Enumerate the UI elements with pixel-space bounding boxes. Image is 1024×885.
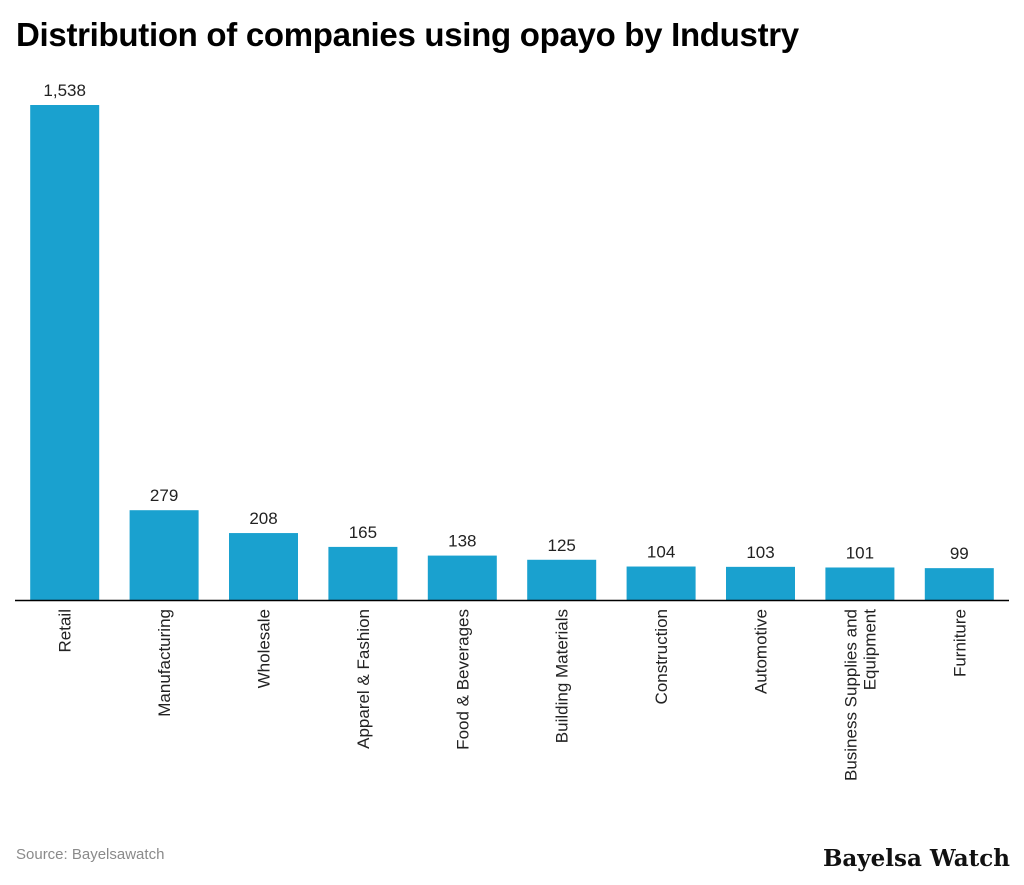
category-label-manufacturing: Manufacturing (155, 609, 174, 717)
value-label-automotive: 103 (746, 543, 774, 562)
bar-business-supplies-and-equipment (825, 567, 895, 600)
category-label-business-supplies-and-equipment-line-2: Equipment (860, 609, 879, 691)
category-label-retail: Retail (56, 609, 75, 652)
category-label-apparel-and-fashion: Apparel & Fashion (354, 609, 373, 749)
bar-apparel-and-fashion (328, 546, 398, 600)
value-label-construction: 104 (647, 543, 675, 562)
category-label-building-materials: Building Materials (553, 609, 572, 743)
category-label-automotive: Automotive (752, 609, 771, 694)
value-label-building-materials: 125 (548, 536, 576, 555)
category-label-construction: Construction (652, 609, 671, 704)
category-label-wholesale: Wholesale (255, 609, 274, 688)
brand-logo: Bayelsa Watch (822, 845, 1010, 872)
bar-automotive (726, 566, 795, 600)
bar-food-and-beverages (427, 555, 497, 600)
category-label-business-supplies-and-equipment-line-1: Business Supplies and (841, 609, 860, 781)
value-labels-group: 1,538 279 208 165 138 125 104 103 101 99 (43, 81, 968, 563)
value-label-manufacturing: 279 (150, 486, 178, 505)
bar-manufacturing (129, 510, 199, 600)
bar-furniture (924, 568, 994, 600)
source-note: Source: Bayelsawatch (16, 846, 165, 863)
value-label-wholesale: 208 (249, 509, 277, 528)
chart-title: Distribution of companies using opayo by… (16, 16, 799, 53)
bar-building-materials (527, 559, 597, 600)
bars-group (30, 105, 994, 600)
category-label-food-and-beverages: Food & Beverages (453, 609, 472, 750)
value-label-apparel-and-fashion: 165 (349, 523, 377, 542)
value-label-food-and-beverages: 138 (448, 532, 476, 551)
bar-construction (626, 566, 696, 600)
category-labels-group: Retail Manufacturing Wholesale Apparel & Fa… (56, 609, 970, 781)
value-label-retail: 1,538 (43, 81, 86, 100)
bar-retail (30, 105, 100, 600)
category-label-furniture: Furniture (950, 609, 969, 677)
value-label-furniture: 99 (950, 544, 969, 563)
value-label-business-supplies-and-equipment: 101 (846, 543, 874, 562)
bar-wholesale (229, 533, 298, 600)
